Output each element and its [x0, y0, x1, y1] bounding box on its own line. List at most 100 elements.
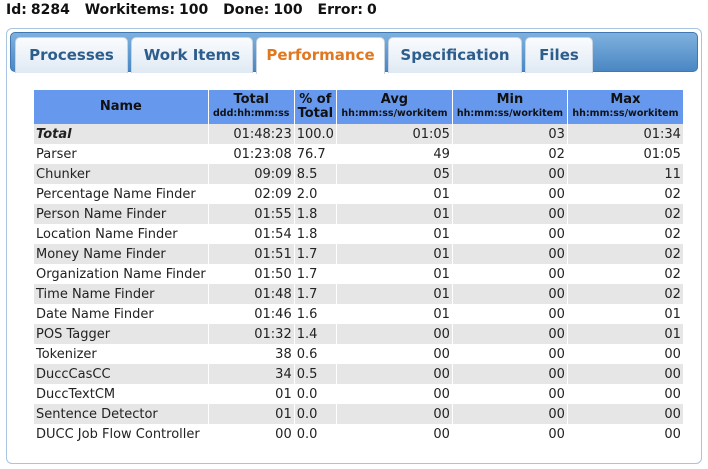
cell-total: 01:48:23: [208, 124, 295, 144]
cell-total: 01:54: [208, 224, 295, 244]
table-row: Organization Name Finder 01:50 1.7 01 00 02: [34, 264, 684, 284]
cell-avg: 01:05: [336, 124, 453, 144]
cell-max: 02: [567, 284, 684, 304]
column-header-total[interactable]: Total ddd:hh:mm:ss: [208, 90, 295, 124]
cell-avg: 01: [336, 284, 453, 304]
cell-name: Money Name Finder: [34, 244, 209, 264]
cell-max: 01: [567, 324, 684, 344]
cell-min: 00: [452, 284, 568, 304]
cell-total: 01:51: [208, 244, 295, 264]
cell-max: 00: [567, 384, 684, 404]
cell-pct: 1.7: [294, 284, 337, 304]
cell-avg: 05: [336, 164, 453, 184]
cell-name: Parser: [34, 144, 209, 164]
cell-min: 00: [452, 324, 568, 344]
cell-min: 00: [452, 344, 568, 364]
cell-max: 00: [567, 404, 684, 424]
cell-name: DUCC Job Flow Controller: [34, 424, 209, 444]
table-row: Date Name Finder 01:46 1.6 01 00 01: [34, 304, 684, 324]
cell-name: Tokenizer: [34, 344, 209, 364]
cell-max: 02: [567, 224, 684, 244]
column-header-avg[interactable]: Avg hh:mm:ss/workitem: [336, 90, 453, 124]
cell-total: 09:09: [208, 164, 295, 184]
cell-pct: 1.4: [294, 324, 337, 344]
cell-pct: 0.0: [294, 404, 337, 424]
tab-work-items[interactable]: Work Items: [131, 37, 253, 73]
cell-max: 00: [567, 424, 684, 444]
cell-pct: 1.7: [294, 244, 337, 264]
cell-total: 01:46: [208, 304, 295, 324]
table-row: Percentage Name Finder 02:09 2.0 01 00 02: [34, 184, 684, 204]
id-value: 8284: [30, 2, 70, 18]
cell-min: 03: [452, 124, 568, 144]
cell-max: 02: [567, 184, 684, 204]
cell-total: 01:23:08: [208, 144, 295, 164]
cell-min: 00: [452, 404, 568, 424]
column-header-pct[interactable]: % of Total: [294, 90, 337, 124]
workitems-label: Workitems:: [84, 2, 175, 18]
cell-pct: 8.5: [294, 164, 337, 184]
table-row: Tokenizer 38 0.6 00 00 00: [34, 344, 684, 364]
cell-pct: 76.7: [294, 144, 337, 164]
cell-total: 00: [208, 424, 295, 444]
cell-avg: 00: [336, 424, 453, 444]
cell-min: 00: [452, 304, 568, 324]
cell-avg: 01: [336, 244, 453, 264]
error-value: 0: [367, 2, 377, 18]
cell-total: 34: [208, 364, 295, 384]
cell-min: 00: [452, 164, 568, 184]
column-header-name[interactable]: Name: [34, 90, 209, 124]
cell-min: 00: [452, 384, 568, 404]
cell-avg: 00: [336, 324, 453, 344]
table-row: Sentence Detector 01 0.0 00 00 00: [34, 404, 684, 424]
cell-total: 01:48: [208, 284, 295, 304]
tab-processes[interactable]: Processes: [15, 37, 128, 73]
cell-max: 02: [567, 244, 684, 264]
cell-total: 01:55: [208, 204, 295, 224]
cell-avg: 01: [336, 204, 453, 224]
table-row: DUCC Job Flow Controller 00 0.0 00 00 00: [34, 424, 684, 444]
tab-bar: Processes Work Items Performance Specifi…: [10, 32, 698, 74]
table-row: Time Name Finder 01:48 1.7 01 00 02: [34, 284, 684, 304]
tab-files[interactable]: Files: [525, 37, 593, 73]
table-row: Parser 01:23:08 76.7 49 02 01:05: [34, 144, 684, 164]
cell-pct: 1.7: [294, 264, 337, 284]
table-row: Location Name Finder 01:54 1.8 01 00 02: [34, 224, 684, 244]
cell-avg: 00: [336, 364, 453, 384]
total-row: Total 01:48:23 100.0 01:05 03 01:34: [34, 124, 684, 144]
workitems-value: 100: [178, 2, 209, 18]
cell-min: 02: [452, 144, 568, 164]
table-row: DuccTextCM 01 0.0 00 00 00: [34, 384, 684, 404]
cell-name: DuccCasCC: [34, 364, 209, 384]
cell-pct: 2.0: [294, 184, 337, 204]
column-header-max[interactable]: Max hh:mm:ss/workitem: [567, 90, 684, 124]
cell-avg: 49: [336, 144, 453, 164]
cell-min: 00: [452, 184, 568, 204]
done-value: 100: [273, 2, 303, 18]
cell-name: Organization Name Finder: [34, 264, 209, 284]
cell-min: 00: [452, 224, 568, 244]
job-summary-line: Id: 8284 Workitems: 100 Done: 100 Error: 0: [6, 2, 387, 18]
tab-performance[interactable]: Performance: [256, 37, 385, 74]
cell-name: Percentage Name Finder: [34, 184, 209, 204]
cell-name: DuccTextCM: [34, 384, 209, 404]
table-row: DuccCasCC 34 0.5 00 00 00: [34, 364, 684, 384]
cell-pct: 0.6: [294, 344, 337, 364]
cell-total: 01:32: [208, 324, 295, 344]
table-header-row: Name Total ddd:hh:mm:ss % of Total Avg hh:m…: [34, 90, 684, 124]
table-row: POS Tagger 01:32 1.4 00 00 01: [34, 324, 684, 344]
cell-max: 01: [567, 304, 684, 324]
cell-max: 00: [567, 364, 684, 384]
cell-max: 02: [567, 264, 684, 284]
cell-total: 38: [208, 344, 295, 364]
cell-name: Chunker: [34, 164, 209, 184]
cell-avg: 00: [336, 384, 453, 404]
column-header-min[interactable]: Min hh:mm:ss/workitem: [452, 90, 568, 124]
cell-total: 01: [208, 404, 295, 424]
cell-avg: 01: [336, 264, 453, 284]
cell-max: 00: [567, 344, 684, 364]
tab-specification[interactable]: Specification: [388, 37, 522, 73]
id-label: Id:: [6, 2, 27, 18]
cell-total: 02:09: [208, 184, 295, 204]
cell-name: Total: [34, 124, 209, 144]
